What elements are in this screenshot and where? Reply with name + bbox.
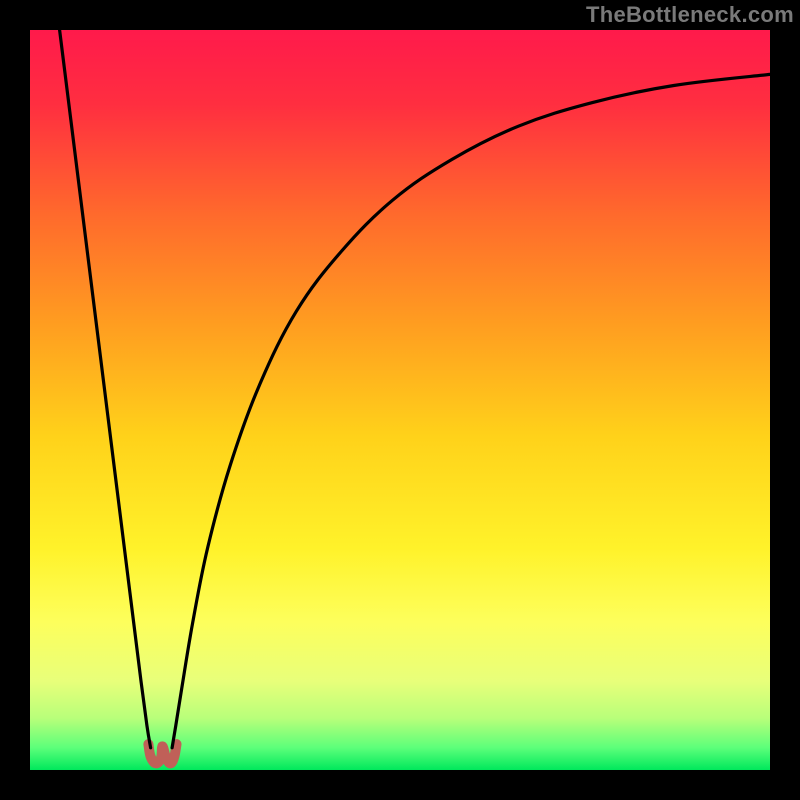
chart-background bbox=[30, 30, 770, 770]
watermark-label: TheBottleneck.com bbox=[586, 2, 794, 28]
plot-area bbox=[30, 30, 770, 770]
chart-svg bbox=[30, 30, 770, 770]
